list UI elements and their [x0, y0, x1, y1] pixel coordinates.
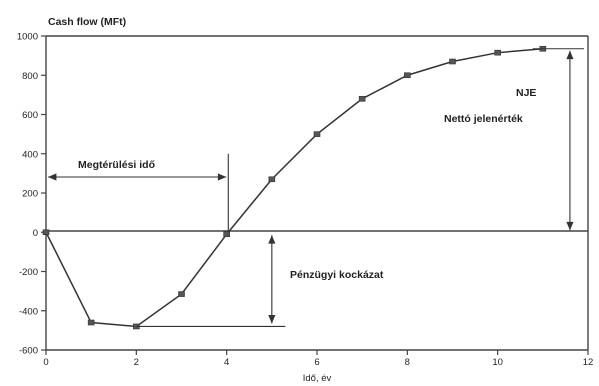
data-point [404, 72, 411, 79]
data-point [313, 131, 321, 137]
arrowhead [48, 173, 57, 181]
y-tick-label: -200 [19, 267, 38, 278]
arrowhead [566, 50, 574, 60]
y-tick-label: 200 [22, 189, 38, 200]
data-point [494, 49, 501, 56]
cash-flow-line [45, 48, 543, 328]
arrowhead [566, 221, 574, 231]
npv-label: Nettó jelenérték [444, 113, 523, 125]
x-axis-ticks: 0 2 4 6 8 10 12 [43, 350, 593, 368]
x-tick-label: 0 [43, 357, 48, 368]
arrowhead [268, 315, 276, 324]
x-tick-label: 2 [134, 357, 139, 368]
chart-title: Cash flow (MFt) [48, 16, 126, 28]
x-axis-label: Idő, év [303, 373, 332, 384]
data-point [358, 96, 366, 102]
y-tick-label: 1000 [17, 32, 38, 43]
financial-risk-label: Pénzügyi kockázat [290, 269, 384, 281]
y-tick-label: 400 [22, 149, 38, 160]
npv-abbreviation-label: NJE [516, 87, 536, 99]
y-tick-label: -600 [19, 346, 38, 357]
y-tick-label: 0 [33, 228, 38, 239]
data-point [449, 58, 456, 65]
plot-frame [45, 35, 589, 351]
data-point [178, 291, 185, 297]
y-tick-label: 800 [22, 71, 38, 82]
arrowhead [268, 235, 276, 244]
x-tick-label: 6 [314, 357, 319, 368]
data-point [223, 231, 230, 238]
y-tick-label: 600 [22, 110, 38, 121]
y-axis-ticks: 1000 800 600 400 200 0 -200 -400 -600 [17, 32, 46, 357]
y-tick-label: -400 [19, 306, 38, 317]
cash-flow-series [42, 45, 547, 330]
annotations: Megtérülési idő NJE Nettó jelenérték Pén… [48, 48, 584, 328]
payback-period-label: Megtérülési idő [78, 159, 155, 171]
arrowhead [217, 173, 227, 181]
x-tick-label: 8 [405, 357, 410, 368]
x-tick-label: 10 [492, 357, 503, 368]
x-tick-label: 12 [583, 357, 594, 368]
data-point [268, 176, 276, 183]
data-point [42, 229, 50, 236]
x-tick-label: 4 [224, 357, 229, 368]
data-point [87, 319, 95, 326]
